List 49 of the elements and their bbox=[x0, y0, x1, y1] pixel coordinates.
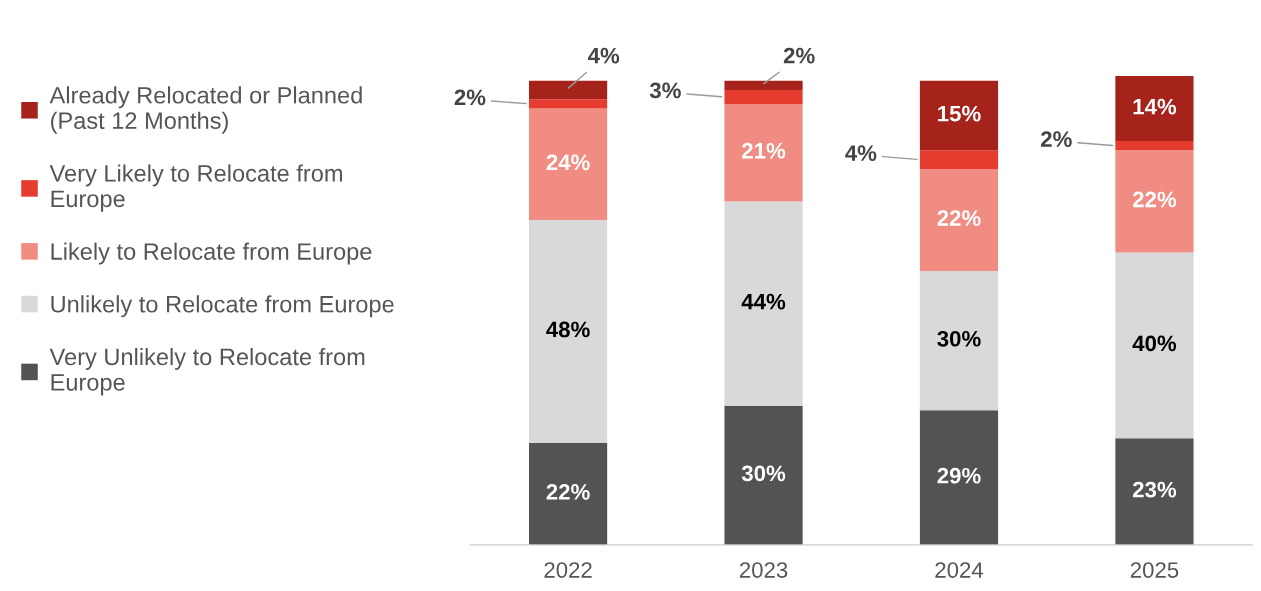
bar bbox=[528, 80, 608, 100]
bar bbox=[1115, 252, 1194, 439]
data-label: 24% bbox=[546, 154, 590, 171]
bar bbox=[1115, 438, 1194, 545]
data-label: 23% bbox=[1132, 481, 1177, 498]
bar bbox=[724, 405, 803, 545]
data-label: 30% bbox=[741, 465, 786, 482]
bar bbox=[724, 201, 803, 406]
x-tick-label: 2022 bbox=[544, 562, 592, 578]
data-label: 3% bbox=[649, 82, 681, 99]
legend-label: Very Likely to Relocate from Europe bbox=[49, 164, 342, 212]
bar bbox=[1115, 76, 1194, 142]
bar bbox=[528, 442, 608, 545]
data-label: 2% bbox=[454, 89, 486, 106]
bar bbox=[528, 99, 608, 109]
data-label: 4% bbox=[845, 145, 877, 161]
data-label: 22% bbox=[546, 484, 590, 500]
data-label: 14% bbox=[1133, 98, 1177, 115]
data-label: 15% bbox=[938, 105, 981, 122]
data-label: 29% bbox=[937, 467, 981, 484]
bar bbox=[1115, 141, 1194, 151]
x-tick-label: 2025 bbox=[1130, 562, 1179, 578]
data-label: 44% bbox=[741, 293, 786, 310]
legend-label: Very Unlikely to Relocate from Europe bbox=[49, 347, 365, 396]
legend-label: Already Relocated or Planned (Past 12 Months) bbox=[49, 86, 362, 134]
x-tick-label: 2024 bbox=[935, 562, 984, 578]
data-label: 40% bbox=[1132, 335, 1177, 352]
bar bbox=[528, 108, 608, 220]
bar bbox=[919, 80, 999, 151]
bar bbox=[919, 168, 999, 272]
data-label: 22% bbox=[1132, 191, 1177, 208]
bar bbox=[724, 103, 803, 202]
bar bbox=[724, 80, 803, 90]
data-label: 21% bbox=[742, 142, 786, 159]
data-label: 30% bbox=[937, 330, 981, 347]
legend-label: Unlikely to Relocate from Europe bbox=[51, 295, 394, 318]
data-label: 2% bbox=[783, 47, 815, 64]
data-label: 48% bbox=[546, 321, 590, 338]
bar bbox=[919, 150, 999, 169]
data-label: 22% bbox=[937, 210, 981, 226]
legend-label: Likely to Relocate from Europe bbox=[51, 242, 372, 265]
bar bbox=[919, 410, 999, 545]
bar bbox=[919, 271, 999, 411]
bar bbox=[1115, 150, 1194, 253]
bar bbox=[528, 219, 608, 443]
data-label: 2% bbox=[1041, 131, 1072, 147]
x-tick-label: 2023 bbox=[739, 562, 788, 578]
data-label: 4% bbox=[587, 47, 620, 64]
bar bbox=[724, 89, 803, 104]
